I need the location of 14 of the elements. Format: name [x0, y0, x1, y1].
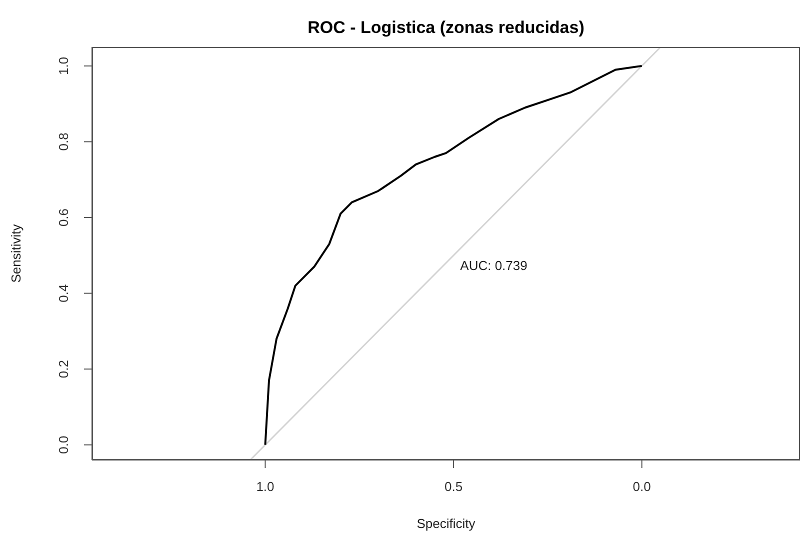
y-tick-label: 0.6	[56, 208, 71, 227]
y-tick-label: 1.0	[56, 56, 71, 75]
y-tick-label: 0.2	[56, 360, 71, 378]
x-axis-title: Specificity	[416, 516, 476, 531]
annotation: AUC: 0.739	[460, 258, 528, 273]
x-tick-label: 1.0	[256, 479, 274, 494]
x-tick-label: 0.5	[444, 479, 463, 494]
line-series	[264, 64, 643, 446]
chart-title: ROC - Logistica (zonas reducidas)	[306, 18, 586, 38]
x-tick-label: 0.0	[632, 479, 651, 494]
y-tick-label: 0.0	[56, 436, 71, 454]
y-axis-title: Sensitivity	[8, 224, 24, 283]
y-tick-label: 0.8	[56, 132, 71, 151]
y-tick-label: 0.4	[56, 284, 71, 302]
